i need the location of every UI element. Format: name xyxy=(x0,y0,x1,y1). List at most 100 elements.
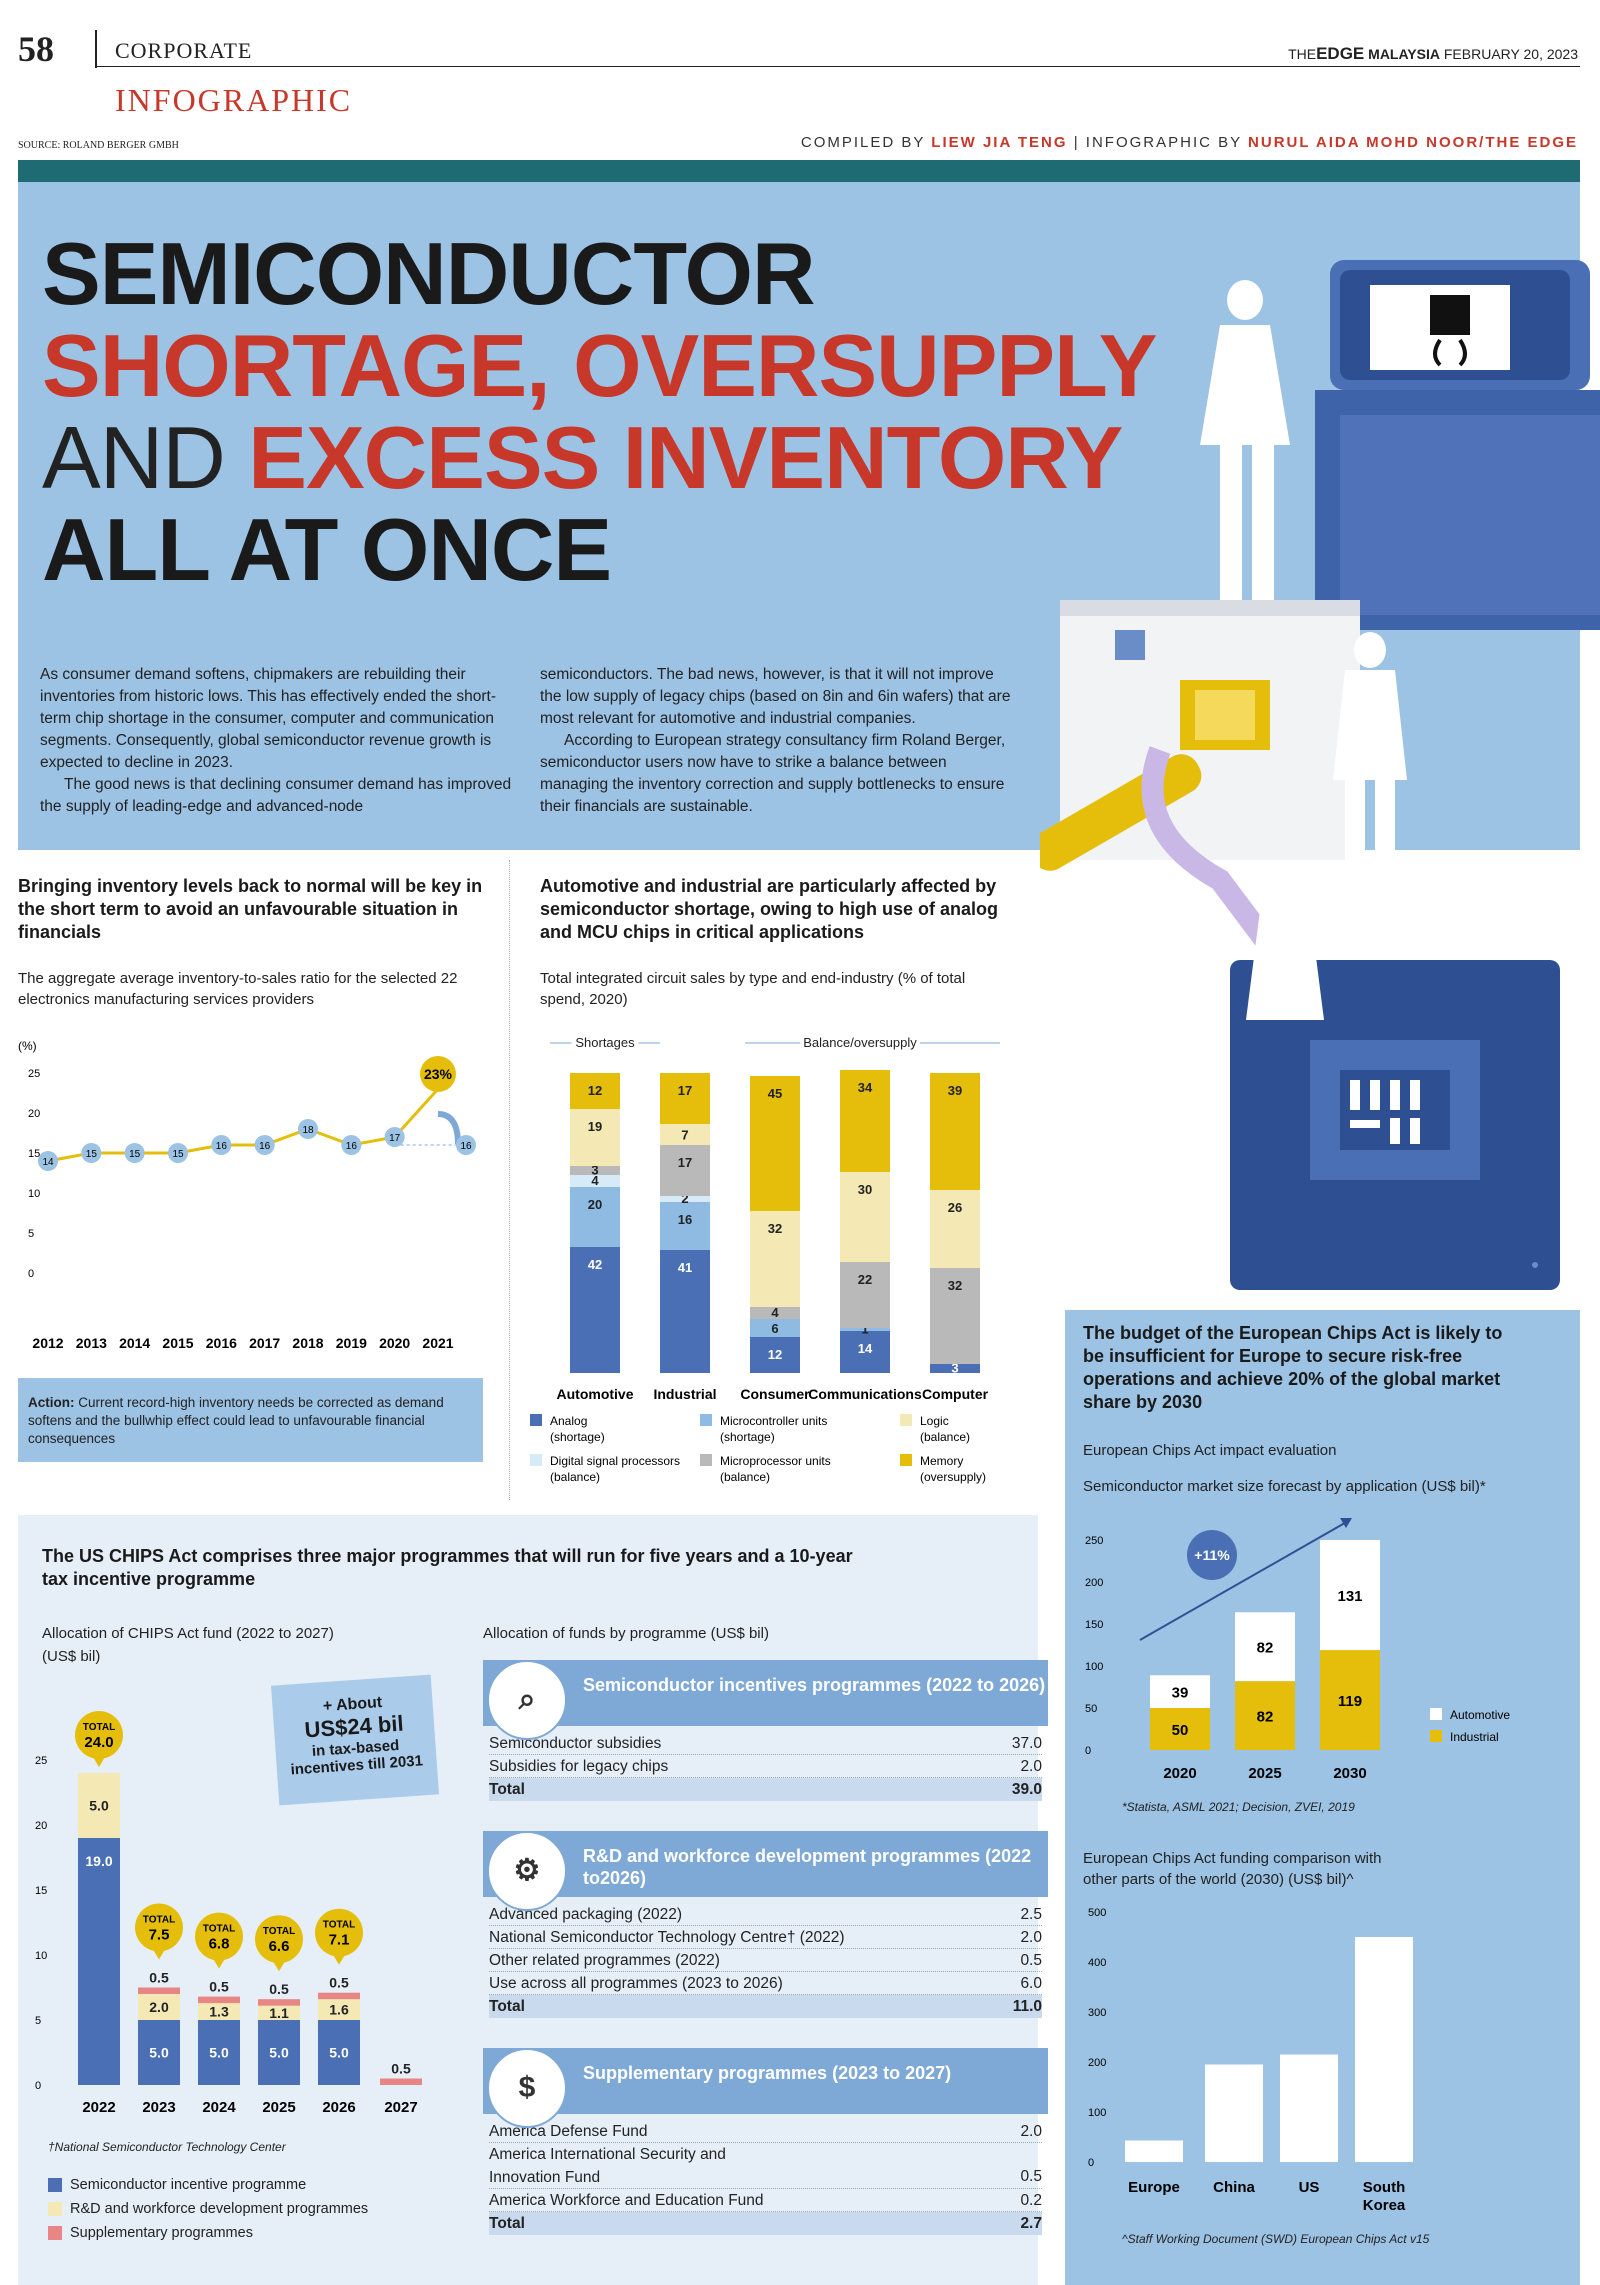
bar-value-label: 39 xyxy=(948,1083,962,1098)
intro-column-1: As consumer demand softens, chipmakers a… xyxy=(40,664,515,818)
table-row: America Defense Fund 2.0 xyxy=(489,2120,1042,2143)
x-tick-label: 2013 xyxy=(76,1335,107,1351)
bar-value-label: 45 xyxy=(768,1086,782,1101)
total-value: 7.1 xyxy=(329,1932,350,1949)
row-value: 2.0 xyxy=(1020,1929,1042,1946)
y-tick-label: 25 xyxy=(28,1068,40,1080)
bar-value-label: 30 xyxy=(858,1182,872,1197)
title-line-4: ALL AT ONCE xyxy=(42,500,612,599)
y-tick-label: 20 xyxy=(35,1820,47,1832)
eu-heading: The budget of the European Chips Act is … xyxy=(1083,1323,1503,1412)
total-label: TOTAL xyxy=(83,1722,115,1733)
programme-title: R&D and workforce development programmes… xyxy=(583,1846,1032,1888)
arrow-head-icon xyxy=(1340,1518,1352,1528)
title-line-2: SHORTAGE, OVERSUPPLY xyxy=(42,316,1157,415)
title-line-3: AND EXCESS INVENTORY xyxy=(42,412,1156,504)
bar-value-label: 131 xyxy=(1337,1588,1362,1605)
bar-value-label: 19 xyxy=(588,1119,602,1134)
total-badge xyxy=(315,1908,363,1957)
bar-segment xyxy=(840,1070,890,1172)
bar-segment xyxy=(138,2020,180,2085)
legend-rnd: R&D and workforce development programmes xyxy=(48,2197,368,2221)
data-label: 16 xyxy=(216,1141,228,1152)
programme-header: ⚙ R&D and workforce development programme… xyxy=(483,1831,1048,1911)
programme-block: $ Supplementary programmes (2023 to 2027)… xyxy=(483,2048,1048,2235)
legend-swatch xyxy=(48,2226,62,2241)
category-label: US xyxy=(1299,2179,1320,2196)
row-label: America International Security and Innov… xyxy=(489,2146,726,2186)
us-alloc-subtitle: Allocation of CHIPS Act fund (2022 to 20… xyxy=(42,1625,334,1642)
eu-comparison-chart: 0 100 200 300 400 500 Europe China US South Korea xyxy=(1088,1907,1413,2214)
legend-swatch xyxy=(48,2202,62,2217)
row-value: 0.2 xyxy=(1020,2192,1042,2209)
programme-header: ⌕ Semiconductor incentives programmes (20… xyxy=(483,1660,1048,1740)
row-label: Total xyxy=(489,2215,525,2232)
bar xyxy=(1280,2054,1338,2162)
bar-value-label: 12 xyxy=(588,1083,602,1098)
bar-value-label: 17 xyxy=(678,1083,692,1098)
y-tick-label: 15 xyxy=(28,1148,40,1160)
bar-value-label: 32 xyxy=(768,1221,782,1236)
total-badge xyxy=(195,1912,243,1961)
y-tick-label: 0 xyxy=(1088,2157,1094,2169)
total-badge xyxy=(255,1915,303,1964)
data-point xyxy=(298,1119,318,1139)
data-point xyxy=(211,1135,232,1155)
legend-swatch xyxy=(530,1414,542,1426)
reference-marker xyxy=(456,1135,476,1155)
action-text: Current record-high inventory needs be c… xyxy=(28,1395,444,1446)
bar-segment xyxy=(750,1076,800,1211)
bar-segment xyxy=(570,1109,620,1166)
bar-segment xyxy=(258,2005,300,2020)
inventory-subtitle: The aggregate average inventory-to-sales… xyxy=(18,970,458,1008)
category-label: Consumer xyxy=(740,1386,810,1402)
category-label: South Korea xyxy=(1363,2179,1406,2214)
y-tick-label: 0 xyxy=(35,2080,41,2092)
reference-label: 16 xyxy=(460,1141,472,1152)
y-tick-label: 200 xyxy=(1085,1577,1103,1589)
legend-label: Analog (shortage) xyxy=(550,1414,605,1444)
inventory-heading: Bringing inventory levels back to normal… xyxy=(18,876,483,942)
total-badge-pointer xyxy=(213,1958,225,1969)
total-value: 7.5 xyxy=(149,1927,170,1944)
y-tick-label: 0 xyxy=(28,1268,34,1280)
intro-column-2: semiconductors. The bad news, however, i… xyxy=(540,664,1015,818)
action-label: Action: xyxy=(28,1395,75,1410)
us-legend: Semiconductor incentive programme R&D an… xyxy=(48,2173,368,2245)
total-value: 6.8 xyxy=(209,1936,230,1953)
eu-comparison-note: ^Staff Working Document (SWD) European C… xyxy=(1122,2232,1430,2246)
total-badge-pointer xyxy=(333,1954,345,1965)
data-label: 17 xyxy=(389,1133,401,1144)
table-row: Other related programmes (2022) 0.5 xyxy=(489,1949,1042,1972)
row-label: National Semiconductor Technology Centre… xyxy=(489,1929,845,1946)
legend-swatch xyxy=(700,1414,712,1426)
category-label: 2026 xyxy=(322,2099,355,2116)
column-divider xyxy=(509,860,510,1500)
total-label: TOTAL xyxy=(263,1926,295,1937)
eu-forecast-note: *Statista, ASML 2021; Decision, ZVEI, 20… xyxy=(1122,1800,1355,1814)
us-alloc-unit: (US$ bil) xyxy=(42,1648,101,1665)
legend-semiconductor: Semiconductor incentive programme xyxy=(48,2173,368,2197)
table-row: Subsidies for legacy chips 2.0 xyxy=(489,1755,1042,1778)
money-hand-icon: $ xyxy=(487,2048,567,2128)
bar-segment xyxy=(138,1987,180,1994)
source-credit: SOURCE: ROLAND BERGER GMBH xyxy=(18,140,179,151)
bar-segment xyxy=(570,1187,620,1247)
row-label: Use across all programmes (2023 to 2026) xyxy=(489,1975,783,1992)
bar-value-label: 1.3 xyxy=(209,2004,229,2020)
category-label: Automotive xyxy=(557,1386,634,1402)
category-label: Computer xyxy=(922,1386,989,1402)
legend-swatch xyxy=(530,1454,542,1466)
data-point xyxy=(81,1143,102,1163)
x-tick-label: 2021 xyxy=(422,1335,453,1351)
legend-label: Microprocessor units (balance) xyxy=(720,1454,831,1484)
y-tick-label: 0 xyxy=(1085,1745,1091,1757)
legend-label: Digital signal processors (balance) xyxy=(550,1454,680,1484)
bar-segment xyxy=(570,1073,620,1109)
ic-stacked-bar-chart: Shortages Balance/oversupply4220431912Aut… xyxy=(530,1031,1000,1484)
bar-segment xyxy=(930,1364,980,1373)
bar-segment xyxy=(840,1331,890,1373)
bar-segment xyxy=(78,1838,120,2085)
row-label: Total xyxy=(489,1998,525,2015)
